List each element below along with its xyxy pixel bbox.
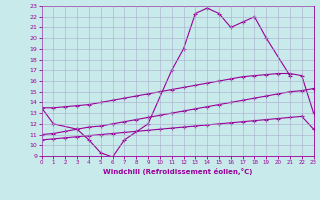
X-axis label: Windchill (Refroidissement éolien,°C): Windchill (Refroidissement éolien,°C) xyxy=(103,168,252,175)
